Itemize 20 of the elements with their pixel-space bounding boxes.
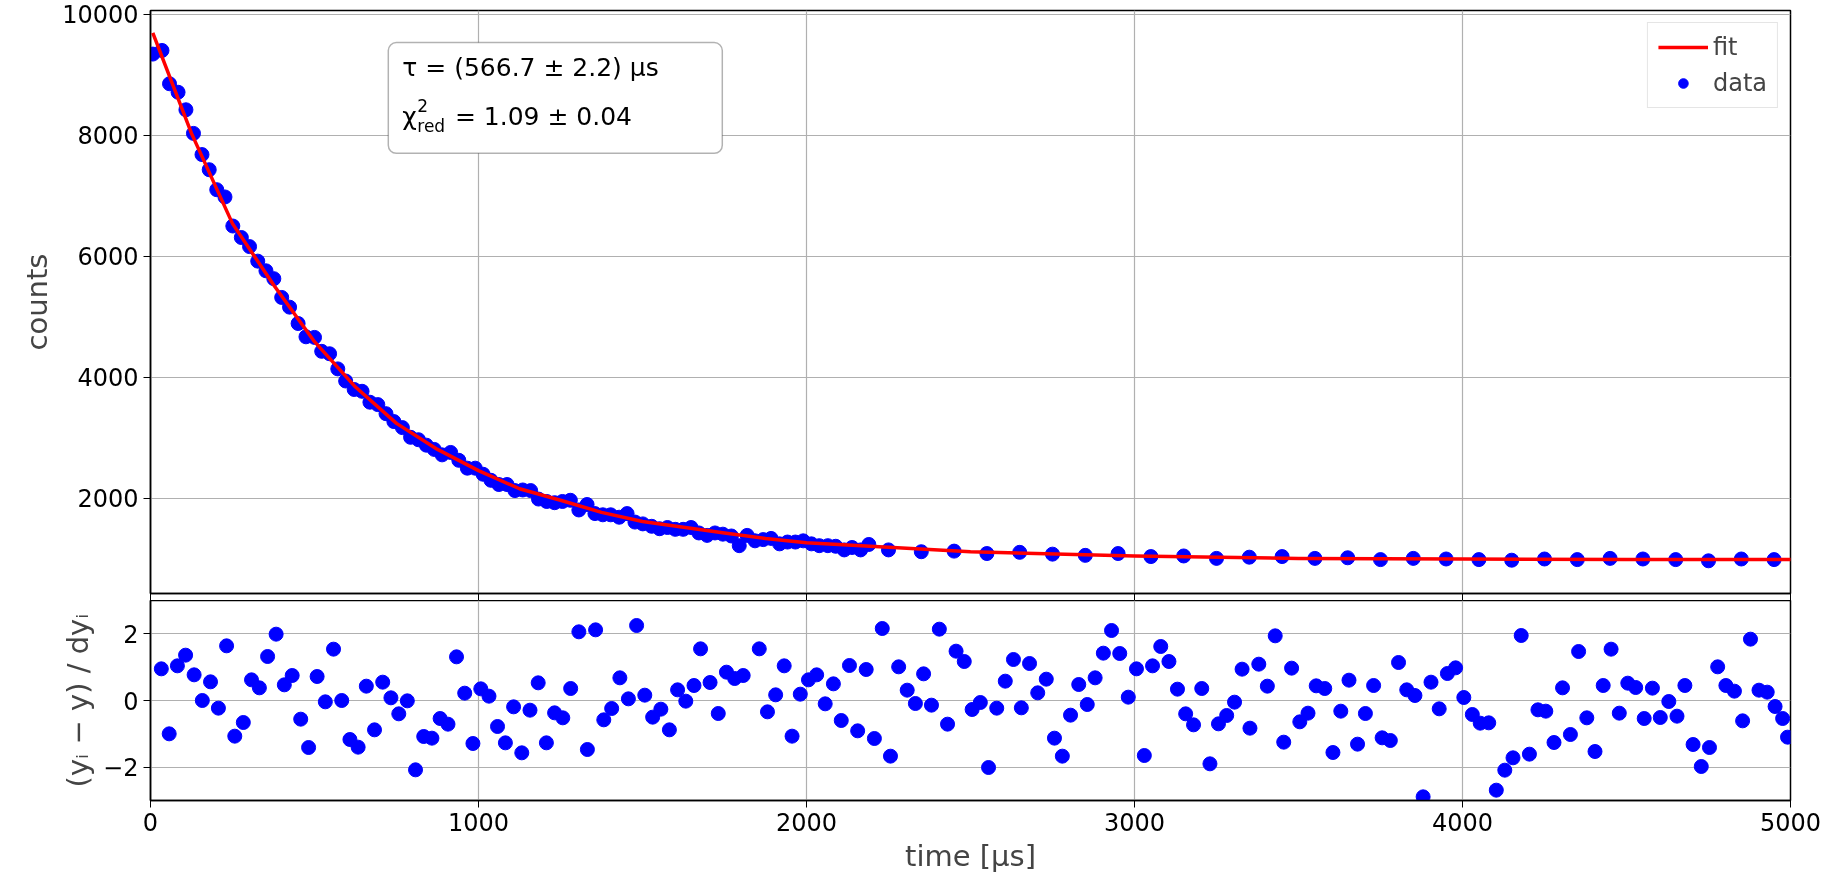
x-tick-label: 2000 [775,808,838,837]
x-tick-label: 4000 [1431,808,1494,837]
x-axis-title: time [μs] [905,838,1036,873]
legend-label: data [1712,69,1767,97]
y-tick-label: 6000 [77,243,139,272]
legend-label: fit [1712,33,1738,61]
x-tick-label: 0 [142,808,159,837]
y-tick-label: 2000 [77,485,139,514]
y-axis-title: (yᵢ − y) / dyᵢ [61,613,96,788]
y-tick-label: 2 [123,620,139,649]
y-tick-label: 8000 [77,122,139,151]
y-tick-label: 4000 [77,364,139,393]
x-tick-label: 5000 [1759,808,1822,837]
y-tick-label: 10000 [62,1,139,30]
y-axis-title: counts [20,253,55,351]
x-tick-label: 1000 [447,808,510,837]
x-tick-label: 3000 [1103,808,1166,837]
y-tick-label: −2 [103,754,139,783]
y-tick-label: 0 [123,687,139,716]
annotation: τ = (566.7 ± 2.2) μs [402,52,659,82]
